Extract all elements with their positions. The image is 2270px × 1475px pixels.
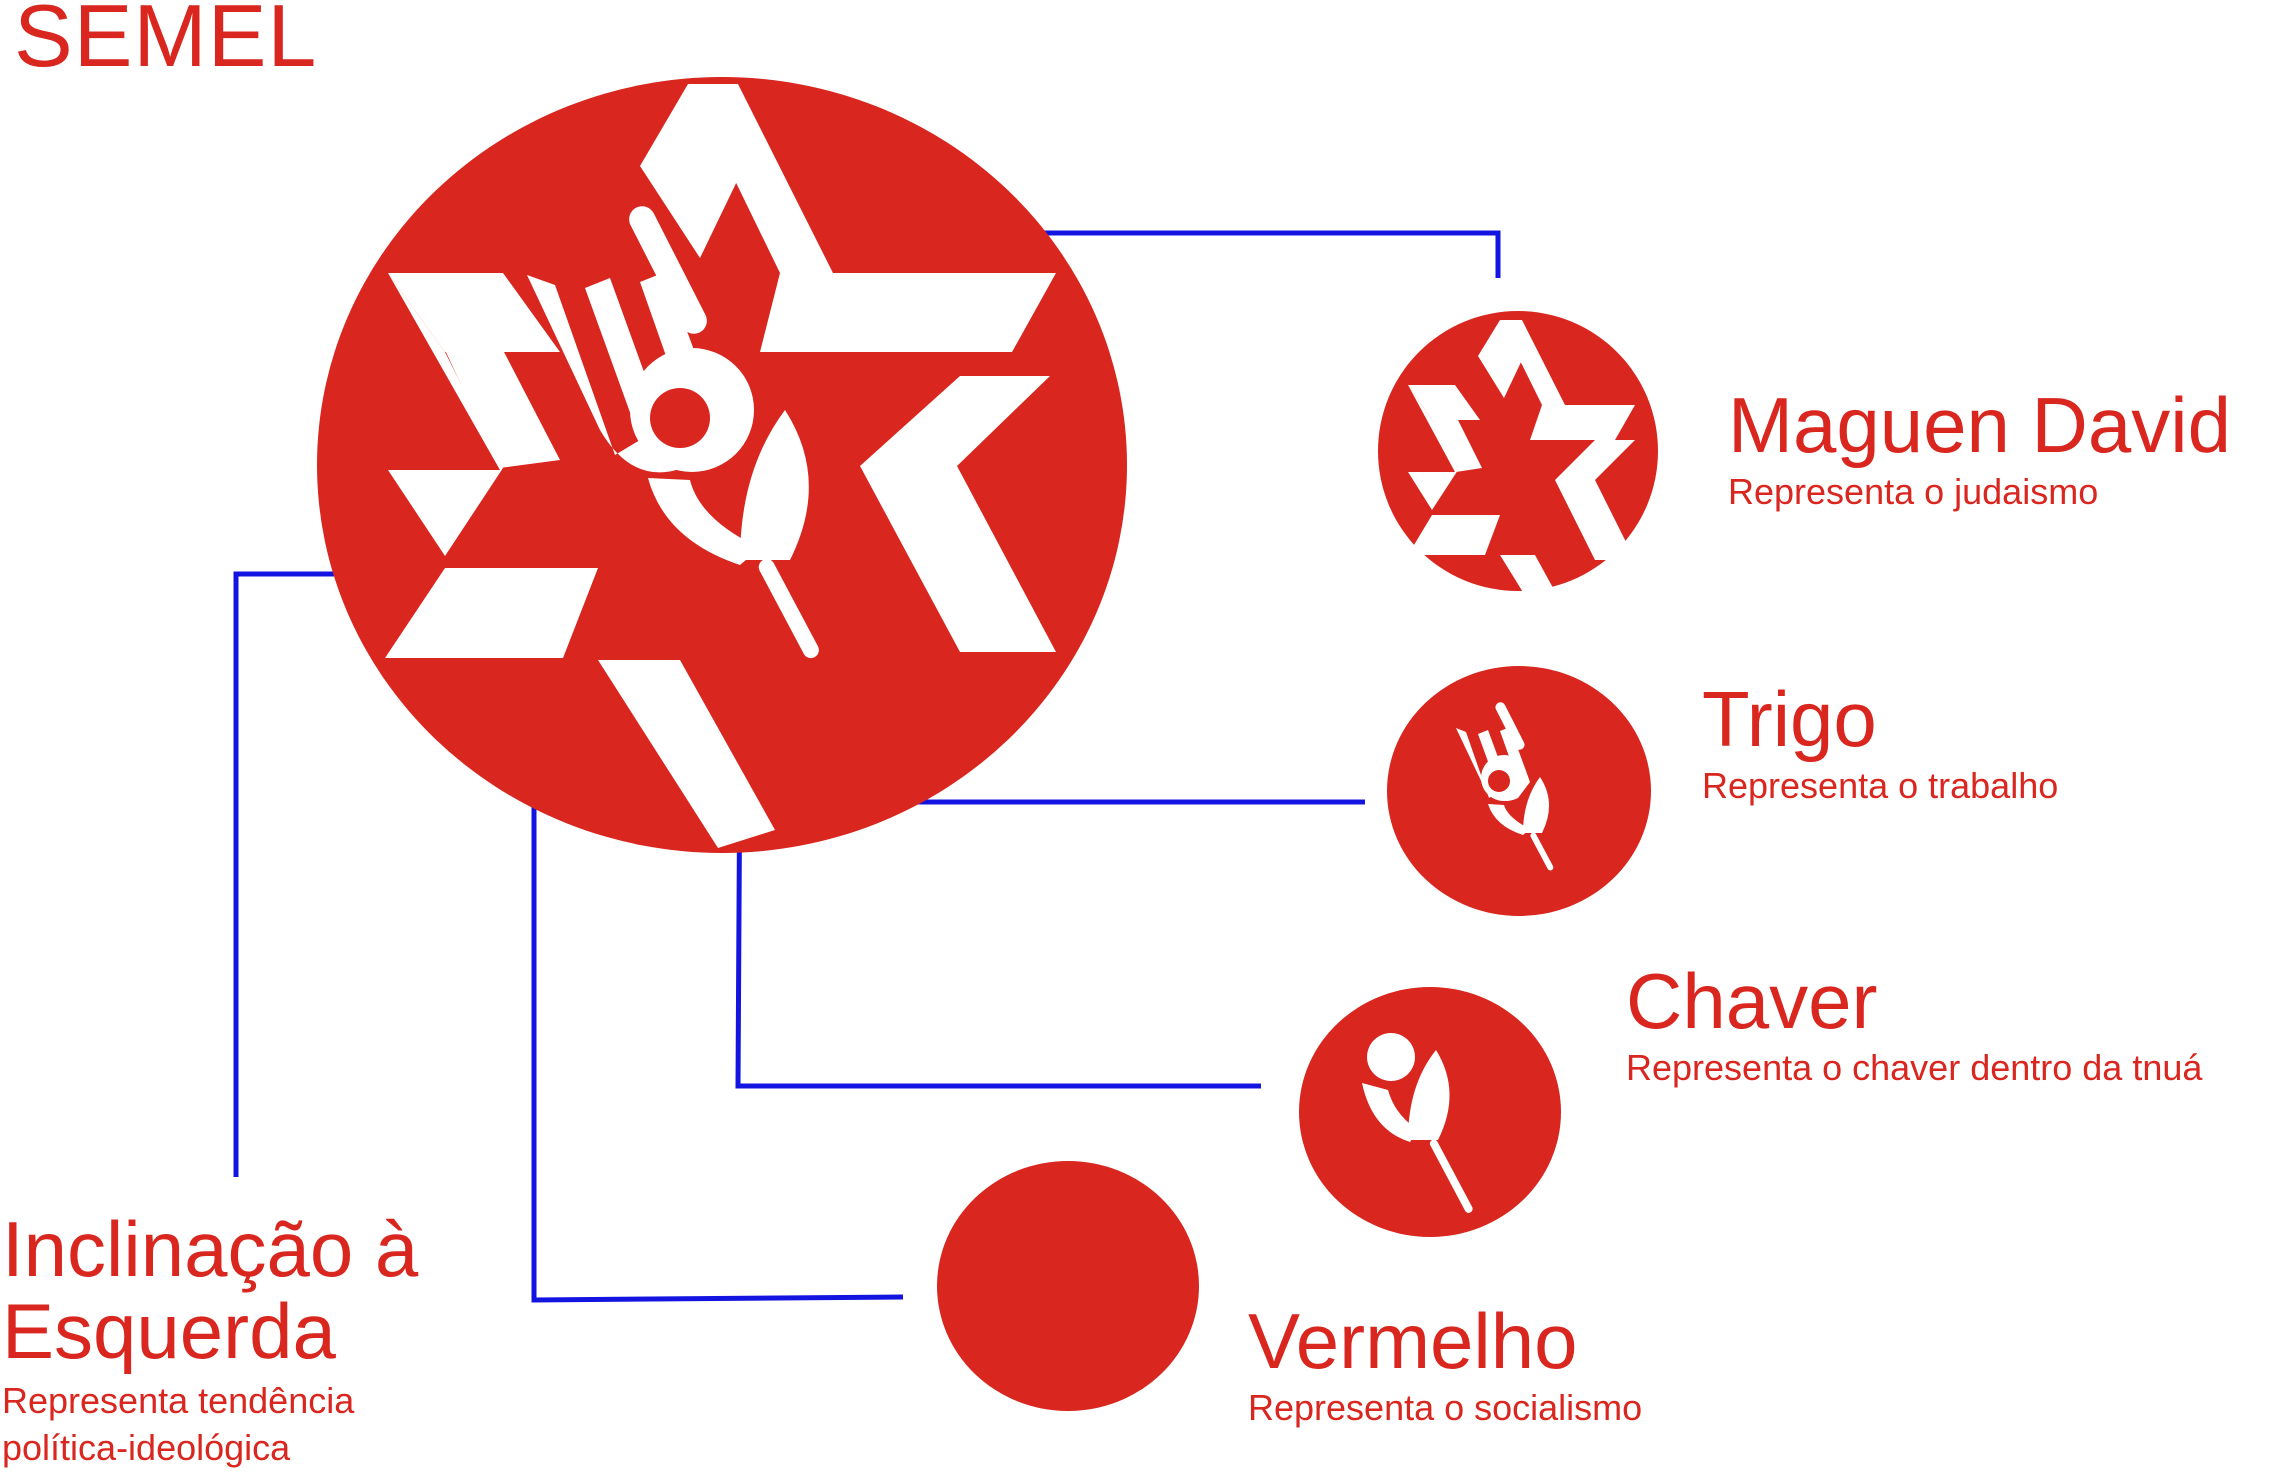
label-vermelho: Vermelho Representa o socialismo [1248, 1302, 1642, 1429]
component-title: Vermelho [1248, 1297, 1578, 1385]
label-maguen-david: Maguen David Representa o judaismo [1728, 386, 2231, 513]
connector-esquerda [233, 571, 364, 1177]
red-circle-icon [937, 1161, 1199, 1411]
component-title: Maguen David [1728, 381, 2231, 469]
label-inclinacao-esquerda: Inclinação à Esquerda Representa tendênc… [2, 1210, 418, 1472]
connector-maguen [890, 230, 1501, 278]
wheat-chaver-icon [527, 206, 819, 659]
component-title-line2: Esquerda [2, 1287, 336, 1375]
component-description-line1: Representa tendência [2, 1380, 355, 1421]
component-description: Representa o judaismo [1728, 471, 2099, 512]
page-title: SEMEL [14, 0, 318, 85]
component-description: Representa o chaver dentro da tnuá [1626, 1047, 2203, 1088]
maguen-david-circle [1378, 311, 1658, 636]
component-description: Representa o socialismo [1248, 1387, 1643, 1428]
component-title: Trigo [1702, 675, 1877, 763]
star-of-david-icon [1408, 320, 1635, 636]
trigo-circle [1387, 666, 1651, 916]
component-title: Chaver [1626, 957, 1878, 1045]
main-emblem [317, 77, 1127, 853]
star-of-david-icon [385, 84, 1056, 848]
chaver-circle [1299, 987, 1561, 1237]
component-description-line2: política-ideológica [2, 1426, 291, 1468]
wheat-icon [1456, 702, 1554, 871]
component-title-line1: Inclinação à [2, 1205, 419, 1293]
component-description: Representa o trabalho [1702, 765, 2059, 806]
label-trigo: Trigo Representa o trabalho [1702, 680, 2058, 807]
connector-vermelho [531, 735, 904, 1303]
chaver-figure-icon [1362, 1033, 1473, 1213]
label-chaver: Chaver Representa o chaver dentro da tnu… [1626, 962, 2202, 1089]
